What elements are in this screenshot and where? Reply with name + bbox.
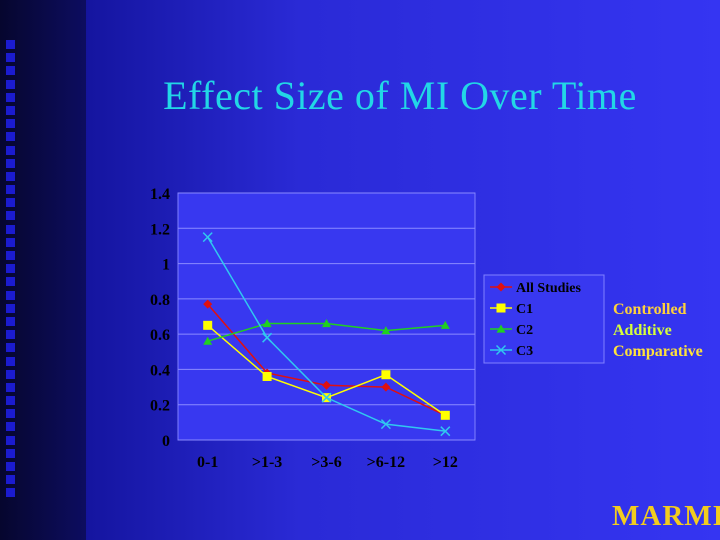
legend-marker	[496, 303, 506, 313]
y-tick-label: 1.2	[150, 221, 170, 238]
decorative-square	[6, 369, 15, 379]
decorative-square	[6, 356, 15, 366]
data-point-c3	[440, 426, 451, 437]
decorative-square	[6, 382, 15, 392]
legend-marker	[496, 282, 506, 292]
marker-stroke	[495, 344, 507, 356]
x-tick-label: >6-12	[367, 454, 405, 471]
decorative-square	[6, 330, 15, 340]
decorative-square	[6, 211, 15, 221]
legend-entry-all-studies: All Studies	[490, 281, 582, 296]
decorative-square	[6, 92, 15, 102]
decorative-square	[6, 251, 15, 260]
side-labels: Controlled Additive Comparative	[613, 299, 703, 362]
decorative-square	[6, 488, 15, 498]
marker-stroke	[380, 419, 391, 430]
data-point-c3	[380, 419, 391, 430]
data-point-c2	[203, 336, 213, 345]
legend-label: All Studies	[516, 281, 582, 296]
legend-marker	[496, 324, 506, 333]
decorative-square	[6, 132, 15, 142]
decorative-square	[6, 462, 15, 471]
legend-box	[483, 274, 605, 364]
y-tick-label: 0.4	[150, 362, 170, 379]
decorative-square	[6, 79, 15, 89]
decorative-square	[6, 66, 15, 76]
decorative-square	[6, 396, 15, 406]
decorative-square	[6, 475, 15, 485]
marker-stroke	[321, 392, 332, 403]
legend-label: C1	[516, 302, 533, 317]
decorative-square	[6, 316, 15, 326]
y-tick-label: 0.6	[150, 327, 170, 344]
slide-title: Effect Size of MI Over Time	[163, 73, 637, 118]
data-point-all-studies	[203, 299, 213, 309]
decorative-square	[6, 119, 15, 129]
side-label-comparative: Comparative	[613, 343, 703, 360]
decorative-square	[6, 224, 15, 234]
brand-logo-text: MARMIT	[612, 500, 720, 532]
decorative-square	[6, 237, 15, 247]
x-tick-label: >12	[433, 454, 458, 471]
data-point-c2	[262, 319, 272, 328]
side-label-controlled: Controlled	[613, 301, 687, 318]
x-tick-label: 0-1	[197, 454, 218, 471]
y-tick-label: 0.8	[150, 292, 170, 309]
decorative-square-column	[0, 40, 24, 502]
x-tick-label: >3-6	[311, 454, 341, 471]
decorative-square	[6, 290, 15, 300]
y-tick-label: 0.2	[150, 398, 170, 415]
side-label-additive: Additive	[613, 322, 672, 339]
x-tick-label: >1-3	[252, 454, 282, 471]
plot-area	[177, 192, 476, 441]
data-point-all-studies	[322, 380, 331, 390]
decorative-square	[6, 409, 15, 419]
decorative-square	[6, 343, 15, 353]
marker-stroke	[262, 332, 273, 343]
y-tick-label: 1	[162, 257, 170, 274]
decorative-square	[6, 145, 15, 155]
data-point-c2	[440, 320, 450, 329]
decorative-square	[6, 158, 15, 168]
legend-label: C3	[516, 344, 533, 359]
decorative-square	[6, 422, 15, 432]
legend-entry-c2: C2	[490, 323, 533, 338]
data-point-c2	[381, 326, 391, 335]
decorative-square	[6, 53, 15, 63]
decorative-square	[6, 448, 15, 458]
marker-stroke	[202, 232, 213, 243]
data-point-c1	[203, 320, 213, 330]
decorative-square	[6, 264, 15, 274]
legend-label: C2	[516, 323, 533, 338]
data-point-c3	[202, 232, 213, 243]
data-point-c1	[440, 410, 450, 420]
legend-entry-c1: C1	[490, 302, 533, 317]
legend-marker	[495, 344, 507, 356]
data-point-c1	[262, 371, 272, 381]
legend-entry-c3: C3	[490, 344, 533, 359]
decorative-square	[6, 277, 15, 287]
decorative-square	[6, 105, 15, 115]
marker-stroke	[440, 426, 451, 437]
decorative-square	[6, 303, 15, 313]
y-tick-label: 1.4	[150, 186, 170, 203]
y-tick-label: 0	[162, 433, 170, 450]
decorative-square	[6, 185, 15, 195]
decorative-square	[6, 40, 15, 49]
decorative-square	[6, 435, 15, 445]
decorative-square	[6, 198, 15, 208]
data-point-c3	[321, 392, 332, 403]
data-point-c2	[322, 319, 331, 328]
data-point-all-studies	[381, 382, 391, 392]
data-point-c1	[381, 370, 391, 380]
decorative-square	[6, 171, 15, 181]
data-point-c3	[262, 332, 273, 343]
